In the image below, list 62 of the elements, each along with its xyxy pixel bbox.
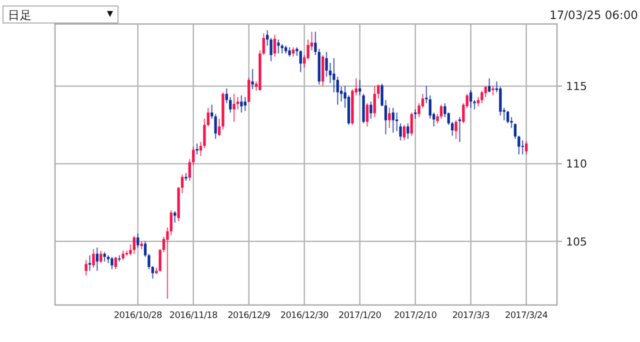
candlestick xyxy=(288,46,291,58)
y-tick-label: 110 xyxy=(566,158,587,171)
x-tick-label: 2017/1/20 xyxy=(338,311,382,321)
candlestick xyxy=(240,94,243,114)
candlestick xyxy=(114,256,117,270)
candlestick xyxy=(392,107,394,134)
candlestick xyxy=(196,142,198,156)
candlestick xyxy=(336,76,339,106)
candlestick xyxy=(122,250,124,261)
y-tick-label: 105 xyxy=(566,235,587,248)
candlestick xyxy=(277,38,280,54)
y-tick-label: 115 xyxy=(566,80,587,94)
candlestick xyxy=(244,96,246,112)
candlestick xyxy=(248,76,250,103)
candlestick xyxy=(506,110,510,124)
x-tick-label: 2017/3/3 xyxy=(452,311,490,321)
x-tick-label: 2017/3/24 xyxy=(505,311,548,321)
candlestick xyxy=(170,210,172,236)
candlestick xyxy=(454,120,458,140)
candlestick xyxy=(103,252,106,262)
candlestick xyxy=(251,68,254,90)
candlestick xyxy=(232,93,236,122)
candlestick xyxy=(373,86,376,118)
candlestick xyxy=(84,259,88,276)
candlestick xyxy=(484,86,487,98)
candlestick xyxy=(366,102,369,128)
x-tick-label: 2016/11/18 xyxy=(169,311,218,321)
candlestick xyxy=(132,235,136,254)
candlestick xyxy=(229,96,232,114)
candlestick xyxy=(96,246,99,272)
candlestick xyxy=(370,101,372,120)
candlestick xyxy=(136,232,140,248)
candlestick xyxy=(299,50,302,73)
candlestick xyxy=(236,96,240,110)
candlestick xyxy=(280,44,284,54)
candlestick xyxy=(358,79,362,96)
text: 日足 xyxy=(8,8,32,22)
candlestick xyxy=(273,34,276,58)
x-tick-label: 2016/10/28 xyxy=(114,311,162,321)
candlestick xyxy=(476,96,480,107)
candlestick xyxy=(410,112,413,136)
candlestick xyxy=(488,78,491,93)
text: 17/03/25 06:00 xyxy=(550,8,638,22)
x-tick-label: 2016/12/30 xyxy=(280,311,329,321)
candlestick xyxy=(521,140,524,156)
candlestick xyxy=(402,124,406,142)
candlestick xyxy=(388,107,391,129)
candlestick xyxy=(469,89,472,108)
candlestick xyxy=(524,140,528,156)
candlestick xyxy=(110,256,114,270)
candlestick xyxy=(440,104,443,120)
x-tick-label: 2016/12/9 xyxy=(228,311,271,321)
candlestick xyxy=(328,62,332,84)
candlestick xyxy=(174,210,176,224)
candlestick xyxy=(92,248,95,268)
candlestick xyxy=(406,122,410,140)
x-tick-label: 2017/2/10 xyxy=(394,311,438,321)
candlestick xyxy=(492,86,494,96)
candlestick xyxy=(292,46,295,58)
candlestick xyxy=(100,250,102,264)
candlestick xyxy=(425,86,428,104)
candlestick xyxy=(480,90,484,104)
